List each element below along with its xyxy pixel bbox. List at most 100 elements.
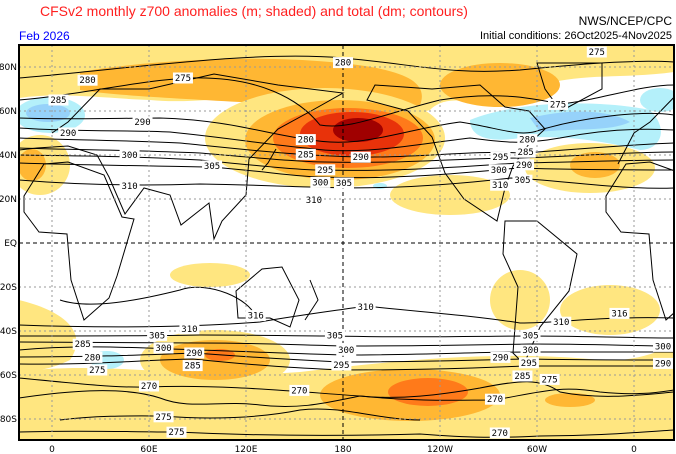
contour-label: 280 — [82, 351, 103, 363]
contour-value: 280 — [519, 136, 535, 146]
lat-tick-label: 80N — [0, 63, 17, 73]
contour-value: 295 — [492, 153, 508, 163]
graticule — [19, 45, 674, 440]
contour-value: 270 — [141, 382, 157, 392]
map-frame — [18, 44, 675, 441]
contour-value: 280 — [79, 76, 95, 86]
contour-value: 300 — [155, 344, 171, 354]
contour-value: 280 — [335, 59, 351, 69]
contour-label: 305 — [512, 174, 533, 186]
contour-label: 300 — [336, 344, 357, 356]
contour-value: 280 — [298, 136, 314, 146]
contour-value: 275 — [541, 375, 557, 385]
contour-label: 270 — [139, 380, 159, 392]
contour-label: 300 — [653, 340, 673, 352]
contour-label: 295 — [315, 164, 336, 176]
contour-label: 275 — [539, 373, 560, 385]
lon-tick-label: 120E — [235, 445, 258, 454]
contour-value: 285 — [514, 372, 530, 382]
contour-label: 300 — [153, 342, 174, 354]
contour-label: 295 — [490, 151, 511, 163]
agency-label: NWS/NCEP/CPC — [578, 14, 672, 28]
lon-tick-label: 0 — [49, 445, 55, 454]
contour-value: 310 — [358, 303, 374, 313]
contour-label: 295 — [518, 357, 539, 369]
contour-value: 290 — [134, 118, 150, 128]
contour-value: 290 — [492, 353, 508, 363]
contour-label: 300 — [119, 149, 140, 161]
contour-value: 290 — [655, 359, 671, 369]
contour-label: 275 — [166, 426, 187, 438]
contour-value: 300 — [338, 346, 354, 356]
contour-label: 310 — [355, 301, 376, 313]
lat-tick-label: 60N — [0, 107, 17, 117]
contour-label: 280 — [517, 134, 538, 146]
contour-label: 275 — [548, 98, 569, 110]
contour-label: 290 — [514, 159, 535, 171]
contour-value: 300 — [491, 166, 507, 176]
lon-tick-label: 60W — [527, 445, 547, 454]
contour-label: 300 — [520, 344, 541, 356]
contour-value: 290 — [516, 161, 532, 171]
contour-label: 310 — [119, 180, 140, 192]
contour-label: 310 — [490, 179, 511, 191]
contour-label: 300 — [488, 164, 509, 176]
contour-label: 270 — [484, 393, 505, 405]
lon-tick-label: 180 — [334, 445, 351, 454]
contour-value: 275 — [175, 74, 191, 84]
contour-label: 310 — [303, 194, 324, 206]
contour-label: 285 — [515, 146, 536, 158]
lat-tick-label: 60S — [0, 371, 17, 381]
contour-label: 295 — [331, 359, 352, 371]
contour-label: 285 — [512, 370, 533, 382]
contour-value: 285 — [185, 362, 201, 372]
contour-value: 295 — [521, 359, 537, 369]
contour-label: 305 — [202, 160, 223, 172]
contour-label: 280 — [333, 57, 353, 69]
contour-value: 300 — [121, 151, 137, 161]
lon-tick-label: 120W — [427, 445, 453, 454]
contour-value: 310 — [492, 181, 508, 191]
contour-label: 285 — [48, 94, 69, 106]
contour-value: 280 — [84, 353, 100, 363]
contour-label: 305 — [147, 329, 168, 341]
contour-label: 305 — [324, 329, 345, 341]
contour-value: 290 — [186, 349, 202, 359]
contour-label: 280 — [77, 74, 98, 86]
contour-value: 295 — [317, 166, 333, 176]
contour-value: 305 — [327, 331, 343, 341]
coastlines — [19, 62, 674, 408]
map-area — [19, 45, 674, 440]
contour-value: 275 — [168, 428, 184, 438]
map-title: CFSv2 monthly z700 anomalies (m; shaded)… — [40, 3, 468, 19]
contour-value: 275 — [589, 48, 605, 58]
contour-label: 290 — [184, 347, 205, 359]
contour-label: 290 — [58, 127, 79, 139]
contour-label: 275 — [172, 72, 193, 84]
contour-value: 300 — [312, 178, 328, 188]
contour-value: 270 — [291, 386, 307, 396]
contour-label: 300 — [310, 176, 331, 188]
contour-value: 270 — [492, 429, 508, 439]
contour-label: 285 — [182, 360, 203, 372]
contour-value: 295 — [333, 361, 349, 371]
contour-label: 275 — [586, 46, 607, 58]
contour-label: 270 — [489, 427, 510, 439]
contour-value: 270 — [487, 395, 503, 405]
contour-value: 275 — [550, 100, 566, 110]
contour-value: 285 — [298, 150, 314, 160]
contour-value: 316 — [611, 309, 627, 319]
contour-label: 305 — [520, 329, 541, 341]
contour-label: 310 — [179, 323, 200, 335]
contour-value: 300 — [655, 342, 671, 352]
contour-label: 290 — [350, 151, 371, 163]
contour-label: 270 — [289, 384, 310, 396]
contour-label: 305 — [333, 177, 354, 189]
contour-value: 305 — [514, 176, 530, 186]
contour-label: 290 — [653, 357, 673, 369]
contour-label: 285 — [72, 338, 93, 350]
lat-tick-label: 40S — [0, 327, 17, 337]
contour-label: 275 — [153, 411, 174, 423]
lat-tick-label: 80S — [0, 415, 17, 425]
